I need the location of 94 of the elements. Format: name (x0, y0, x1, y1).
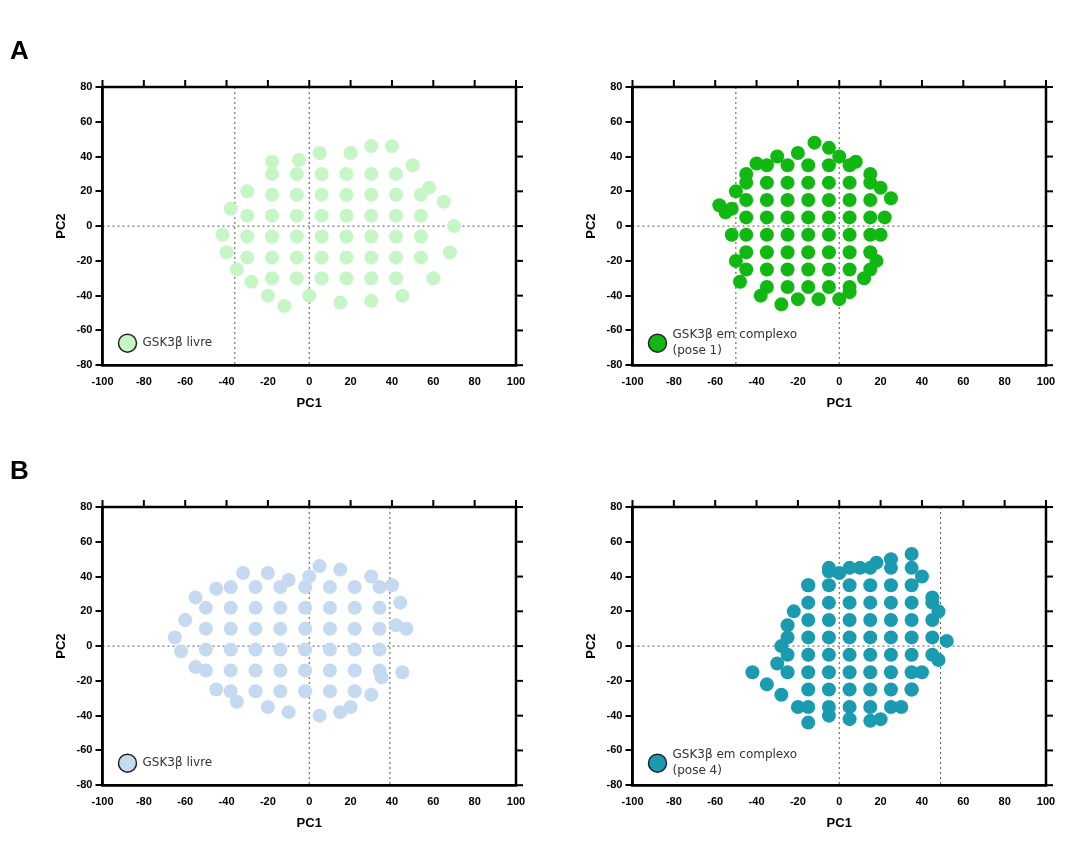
y-tick-label: 80 (80, 500, 93, 513)
x-tick-label: -80 (665, 374, 682, 387)
x-tick-label: -100 (621, 794, 644, 807)
y-tick-label: -80 (606, 358, 623, 371)
y-tick-label: -20 (606, 253, 623, 266)
x-tick-label: -40 (218, 374, 235, 387)
y-tick-label: 0 (86, 219, 93, 232)
x-tick-label: 40 (385, 374, 399, 387)
y-tick-label: -40 (76, 708, 93, 721)
y-tick-label: -20 (76, 253, 93, 266)
x-tick-label: 0 (306, 794, 313, 807)
x-tick-label: 40 (385, 794, 399, 807)
x-tick-label: -60 (707, 374, 724, 387)
x-tick-label: -100 (621, 374, 644, 387)
y-tick-label: -60 (76, 323, 93, 336)
y-tick-label: -40 (606, 288, 623, 301)
text: A (10, 35, 29, 66)
x-axis-title: PC1 (296, 394, 322, 410)
x-tick-label: 60 (427, 794, 440, 807)
y-tick-label: 80 (610, 500, 623, 513)
x-tick-label: 100 (506, 374, 526, 387)
x-tick-label: 60 (957, 374, 970, 387)
y-tick-label: 20 (80, 604, 93, 617)
y-tick-label: 60 (80, 534, 93, 547)
x-tick-label: 100 (1036, 794, 1056, 807)
x-tick-label: 60 (957, 794, 970, 807)
y-tick-label: 40 (610, 149, 623, 162)
y-tick-label: 0 (616, 219, 623, 232)
x-axis-title: PC1 (826, 394, 852, 410)
x-tick-label: -100 (91, 374, 114, 387)
x-tick-label: 20 (874, 374, 887, 387)
legend-label: GSK3β livre (142, 755, 213, 770)
y-tick-label: -80 (76, 778, 93, 791)
x-tick-label: 100 (506, 794, 526, 807)
y-tick-label: 60 (610, 534, 623, 547)
y-tick-label: -20 (76, 673, 93, 686)
y-tick-label: 0 (616, 639, 623, 652)
y-tick-label: 20 (80, 184, 93, 197)
x-tick-label: -60 (177, 794, 194, 807)
x-tick-label: 40 (915, 374, 929, 387)
x-tick-label: 20 (344, 374, 357, 387)
y-tick-label: -80 (76, 358, 93, 371)
x-tick-label: 100 (1036, 374, 1056, 387)
y-axis-title: PC2 (583, 633, 599, 659)
x-tick-label: 80 (468, 794, 481, 807)
x-tick-label: -40 (748, 374, 765, 387)
x-tick-label: 80 (468, 374, 481, 387)
x-tick-label: -60 (707, 794, 724, 807)
x-tick-label: -40 (218, 794, 235, 807)
y-tick-label: 40 (610, 569, 623, 582)
x-axis-title: PC1 (826, 814, 852, 830)
y-tick-label: -60 (606, 743, 623, 756)
y-tick-label: 60 (610, 114, 623, 127)
y-tick-label: 0 (86, 639, 93, 652)
y-tick-label: 80 (80, 80, 93, 93)
x-tick-label: 80 (998, 794, 1011, 807)
legend-label: GSK3β em complexo (pose 1) (672, 327, 798, 358)
y-tick-label: 60 (80, 114, 93, 127)
x-tick-label: -100 (91, 794, 114, 807)
x-tick-label: 60 (427, 374, 440, 387)
x-tick-label: -60 (177, 374, 194, 387)
x-tick-label: 80 (998, 374, 1011, 387)
legend-label: GSK3β em complexo (pose 4) (672, 747, 798, 778)
y-tick-label: -80 (606, 778, 623, 791)
y-tick-label: -20 (606, 673, 623, 686)
y-tick-label: -60 (76, 743, 93, 756)
x-tick-label: 20 (344, 794, 357, 807)
legend-label: GSK3β livre (142, 335, 213, 350)
x-tick-label: 0 (836, 794, 843, 807)
y-tick-label: 20 (610, 184, 623, 197)
x-tick-label: 0 (306, 374, 313, 387)
y-axis-title: PC2 (53, 633, 69, 659)
x-tick-label: 20 (874, 794, 887, 807)
x-tick-label: -40 (748, 794, 765, 807)
y-tick-label: -40 (606, 708, 623, 721)
x-axis-title: PC1 (296, 814, 322, 830)
x-tick-label: -20 (259, 794, 276, 807)
x-tick-label: 40 (915, 794, 929, 807)
y-tick-label: -60 (606, 323, 623, 336)
y-tick-label: 40 (80, 149, 93, 162)
y-tick-label: 20 (610, 604, 623, 617)
x-tick-label: -20 (789, 374, 806, 387)
x-tick-label: 0 (836, 374, 843, 387)
x-tick-label: -20 (259, 374, 276, 387)
y-axis-title: PC2 (583, 213, 599, 239)
y-axis-title: PC2 (53, 213, 69, 239)
text: B (10, 455, 29, 486)
y-tick-label: 40 (80, 569, 93, 582)
x-tick-label: -80 (135, 794, 152, 807)
x-tick-label: -80 (665, 794, 682, 807)
x-tick-label: -80 (135, 374, 152, 387)
y-tick-label: 80 (610, 80, 623, 93)
y-tick-label: -40 (76, 288, 93, 301)
x-tick-label: -20 (789, 794, 806, 807)
